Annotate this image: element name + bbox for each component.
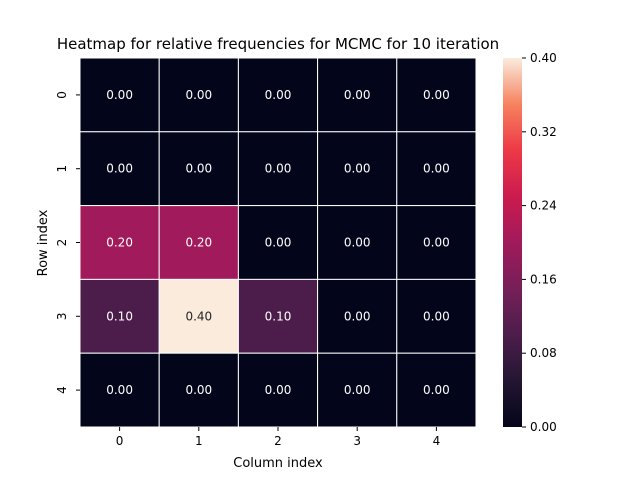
heatmap-cell — [158, 352, 239, 428]
cell-value-label: 0.00 — [423, 88, 450, 102]
colorbar-tick-label: 0.40 — [530, 51, 557, 65]
heatmap-cell — [237, 131, 319, 207]
colorbar-tick-label: 0.08 — [530, 346, 557, 360]
y-axis-label: Row index — [36, 209, 51, 276]
heatmap-cell — [158, 205, 239, 280]
heatmap-cell — [79, 352, 160, 428]
cell-value-label: 0.00 — [106, 88, 133, 102]
y-tick-label: 1 — [55, 165, 69, 173]
heatmap-cell — [396, 205, 477, 280]
x-axis-label: Column index — [233, 456, 323, 471]
y-tick-label: 3 — [55, 312, 69, 320]
heatmap-cell — [317, 278, 398, 354]
colorbar-tick-label: 0.32 — [530, 125, 557, 139]
heatmap-cell — [317, 57, 398, 133]
cell-value-label: 0.00 — [423, 309, 450, 323]
cell-value-label: 0.00 — [185, 383, 212, 397]
heatmap-cell — [237, 205, 319, 280]
heatmap-cell — [158, 57, 239, 133]
cell-value-label: 0.40 — [185, 309, 212, 323]
cell-value-label: 0.00 — [265, 236, 292, 250]
heatmap-cell — [158, 278, 239, 354]
heatmap-cell — [396, 278, 477, 354]
x-tick-label: 3 — [353, 434, 361, 448]
cell-value-label: 0.20 — [106, 236, 133, 250]
cell-value-label: 0.00 — [423, 236, 450, 250]
cell-value-label: 0.20 — [185, 236, 212, 250]
x-tick-label: 1 — [195, 434, 203, 448]
colorbar — [503, 58, 522, 427]
heatmap-cell — [237, 57, 319, 133]
heatmap-cell — [396, 352, 477, 428]
cell-value-label: 0.00 — [265, 88, 292, 102]
y-axis-ticks: 0 1 2 3 4 — [55, 91, 80, 394]
y-tick-label: 4 — [55, 386, 69, 394]
cell-value-label: 0.00 — [185, 88, 212, 102]
cell-value-label: 0.00 — [344, 162, 371, 176]
heatmap-cell — [237, 278, 319, 354]
colorbar-tick-label: 0.24 — [530, 199, 557, 213]
x-tick-label: 4 — [433, 434, 441, 448]
heatmap-cell — [79, 57, 160, 133]
x-tick-label: 0 — [116, 434, 124, 448]
heatmap-cell — [396, 131, 477, 207]
cell-value-label: 0.00 — [344, 383, 371, 397]
heatmap-cells — [79, 57, 477, 428]
heatmap-cell — [317, 205, 398, 280]
heatmap-cell — [396, 57, 477, 133]
cell-value-label: 0.00 — [265, 383, 292, 397]
cell-value-label: 0.00 — [265, 162, 292, 176]
heatmap-cell-labels: 0.00 0.00 0.00 0.00 0.00 0.00 0.00 0.00 0.00 0.00… — [106, 88, 450, 397]
cell-value-label: 0.10 — [265, 309, 292, 323]
cell-value-label: 0.00 — [344, 88, 371, 102]
colorbar-ticks: 0.00 0.08 0.16 0.24 0.32 0.40 — [522, 51, 557, 434]
colorbar-tick-label: 0.00 — [530, 420, 557, 434]
colorbar-tick-label: 0.16 — [530, 272, 557, 286]
cell-value-label: 0.00 — [106, 383, 133, 397]
cell-value-label: 0.10 — [106, 309, 133, 323]
chart-title: Heatmap for relative frequencies for MCM… — [57, 35, 499, 53]
x-axis-ticks: 0 1 2 3 4 — [116, 427, 440, 448]
cell-value-label: 0.00 — [423, 162, 450, 176]
cell-value-label: 0.00 — [344, 236, 371, 250]
x-tick-label: 2 — [274, 434, 282, 448]
y-tick-label: 2 — [55, 239, 69, 247]
heatmap-cell — [79, 131, 160, 207]
heatmap-cell — [237, 352, 319, 428]
cell-value-label: 0.00 — [185, 162, 212, 176]
cell-value-label: 0.00 — [344, 309, 371, 323]
cell-value-label: 0.00 — [106, 162, 133, 176]
cell-value-label: 0.00 — [423, 383, 450, 397]
y-tick-label: 0 — [55, 91, 69, 99]
